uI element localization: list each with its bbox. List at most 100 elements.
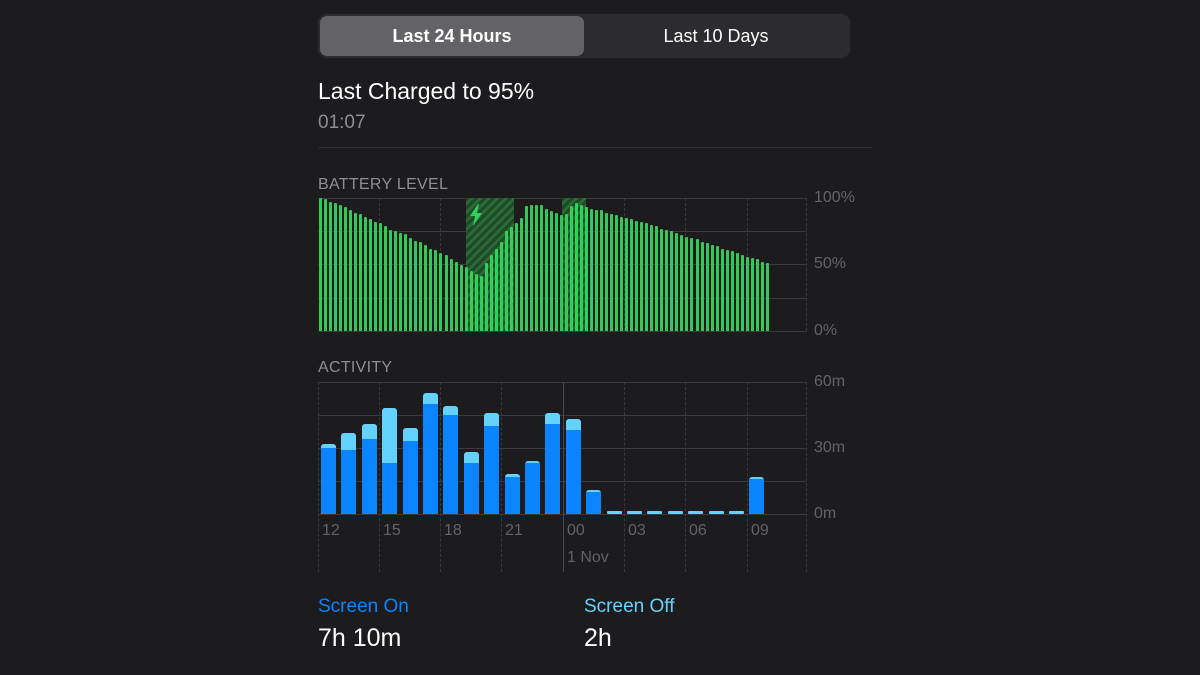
x-tick: 12 xyxy=(322,522,340,539)
battery-bar xyxy=(349,209,353,331)
tab-last-10-days[interactable]: Last 10 Days xyxy=(663,25,769,46)
battery-bar xyxy=(424,244,428,331)
x-tick: 00 xyxy=(567,522,585,539)
grid-line xyxy=(318,415,806,416)
screen-off-segment xyxy=(443,406,459,415)
screen-off-segment xyxy=(484,412,500,426)
battery-bar xyxy=(645,223,649,331)
grid-line xyxy=(318,382,319,572)
battery-bar xyxy=(559,215,563,331)
battery-bar xyxy=(700,241,704,331)
battery-bar xyxy=(439,252,443,331)
screen-off-segment xyxy=(565,419,581,431)
battery-bar xyxy=(670,231,674,331)
activity-bar xyxy=(423,393,438,514)
screen-on-segment xyxy=(361,439,377,514)
activity-bar xyxy=(647,511,663,514)
battery-bar xyxy=(710,244,714,331)
x-tick: 21 xyxy=(505,522,523,539)
screen-on-label: Screen On xyxy=(318,596,409,617)
grid-line xyxy=(440,382,441,572)
battery-bar xyxy=(354,212,358,331)
activity-bar xyxy=(402,428,418,514)
battery-bar xyxy=(374,221,378,331)
y-tick: 60m xyxy=(814,373,846,390)
battery-bar xyxy=(509,227,513,331)
screen-on-segment xyxy=(484,426,500,514)
battery-bar xyxy=(384,225,388,331)
time-range-segmented-control: Last 24 Hours Last 10 Days xyxy=(318,14,850,58)
activity-bar xyxy=(382,408,398,514)
battery-bar xyxy=(564,213,568,331)
grid-line xyxy=(806,382,807,572)
battery-bar xyxy=(685,236,689,331)
x-tick: 15 xyxy=(383,522,401,539)
battery-bar xyxy=(414,240,418,331)
grid-line xyxy=(318,481,806,482)
battery-bar xyxy=(680,235,684,331)
battery-bar xyxy=(735,252,739,331)
screen-off-segment xyxy=(688,511,704,514)
battery-bar xyxy=(745,256,749,331)
battery-bar xyxy=(650,224,654,331)
y-tick: 0m xyxy=(814,505,837,522)
screen-on-segment xyxy=(443,415,459,514)
battery-bar xyxy=(444,255,448,331)
battery-bar xyxy=(580,204,584,331)
tab-last-24-hours[interactable]: Last 24 Hours xyxy=(320,16,584,56)
battery-bar xyxy=(715,245,719,331)
battery-bar xyxy=(640,221,644,331)
battery-bar xyxy=(544,208,548,331)
battery-bar xyxy=(369,219,373,331)
screen-off-segment xyxy=(423,393,438,404)
battery-bar xyxy=(519,217,523,331)
y-tick: 100% xyxy=(814,189,855,206)
battery-bar xyxy=(409,237,413,331)
x-tick: 06 xyxy=(689,522,707,539)
battery-bar xyxy=(489,255,493,331)
battery-bar xyxy=(755,259,759,331)
battery-bar xyxy=(514,223,518,331)
battery-bar xyxy=(750,257,754,331)
battery-bar xyxy=(549,211,553,331)
battery-bar xyxy=(454,261,458,331)
screen-on-segment xyxy=(749,478,765,514)
activity-heading: ACTIVITY xyxy=(318,359,393,376)
grid-line xyxy=(624,198,625,331)
grid-line xyxy=(747,382,748,572)
screen-off-segment xyxy=(545,412,561,424)
battery-bar xyxy=(399,232,403,331)
battery-bar xyxy=(600,209,604,331)
screen-on-segment xyxy=(321,448,336,514)
battery-bar xyxy=(334,203,338,331)
battery-bar xyxy=(595,209,599,331)
battery-bar xyxy=(344,207,348,331)
divider xyxy=(318,147,872,148)
battery-bar xyxy=(469,271,473,331)
screen-on-segment xyxy=(382,463,398,514)
screen-on-segment xyxy=(463,463,479,514)
battery-bar xyxy=(459,264,463,331)
screen-off-segment xyxy=(341,432,357,451)
battery-bar xyxy=(464,267,468,331)
battery-level-chart: 100% 50% 0% xyxy=(318,189,855,339)
battery-bar xyxy=(635,220,639,331)
grid-line xyxy=(318,382,806,383)
activity-bar xyxy=(321,443,336,514)
activity-bar xyxy=(688,511,704,514)
battery-bar xyxy=(554,212,558,331)
battery-bar xyxy=(359,213,363,331)
activity-bar xyxy=(606,511,622,514)
activity-bar xyxy=(341,432,357,514)
battery-bar xyxy=(389,229,393,331)
screen-off-segment xyxy=(606,511,622,514)
activity-bar xyxy=(565,419,581,514)
battery-bar xyxy=(690,237,694,331)
screen-off-value: 2h xyxy=(584,624,612,652)
battery-bar xyxy=(630,219,634,331)
activity-bar xyxy=(443,406,459,514)
battery-bar xyxy=(429,248,433,331)
battery-bar xyxy=(590,208,594,331)
activity-bar xyxy=(667,511,683,514)
y-tick: 0% xyxy=(814,322,838,339)
